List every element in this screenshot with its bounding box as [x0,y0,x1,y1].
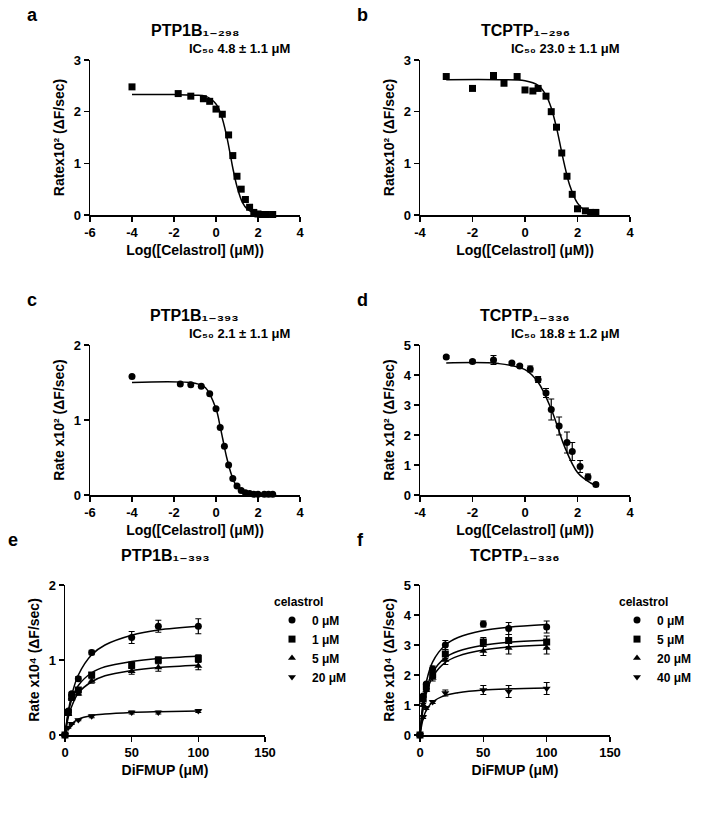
svg-text:Ratex10² (ΔF/sec): Ratex10² (ΔF/sec) [51,79,67,196]
svg-text:IC₅₀ 2.1 ± 1.1 μM: IC₅₀ 2.1 ± 1.1 μM [189,326,290,341]
svg-text:2: 2 [404,428,411,443]
svg-text:1: 1 [74,413,81,428]
svg-text:4: 4 [404,368,412,383]
svg-text:-4: -4 [414,505,426,520]
svg-text:e: e [8,530,18,550]
svg-text:Rate x10² (ΔF/sec): Rate x10² (ΔF/sec) [381,359,397,480]
svg-text:DiFMUP (μM): DiFMUP (μM) [472,762,559,778]
svg-text:0: 0 [416,745,423,760]
svg-text:100: 100 [187,745,209,760]
svg-text:PTP1B₁₋₃₉₃: PTP1B₁₋₃₉₃ [121,547,210,564]
svg-text:2: 2 [404,668,411,683]
svg-text:0: 0 [521,505,528,520]
svg-text:3: 3 [74,53,81,68]
svg-text:1: 1 [404,458,411,473]
svg-text:40 μM: 40 μM [657,671,691,685]
svg-text:TCPTP₁₋₃₃₆: TCPTP₁₋₃₃₆ [470,547,560,564]
svg-text:Rate x10⁴ (ΔF/sec): Rate x10⁴ (ΔF/sec) [381,598,397,722]
svg-text:-2: -2 [467,225,479,240]
svg-text:5 μM: 5 μM [657,633,684,647]
svg-text:IC₅₀ 23.0 ± 1.1 μM: IC₅₀ 23.0 ± 1.1 μM [511,41,620,56]
svg-text:5: 5 [404,578,411,593]
svg-text:1: 1 [74,156,81,171]
svg-text:20 μM: 20 μM [312,671,346,685]
svg-text:Log([Celastrol] (μM)): Log([Celastrol] (μM)) [126,242,264,258]
svg-text:50: 50 [476,745,490,760]
svg-text:0: 0 [61,745,68,760]
svg-text:5: 5 [404,338,411,353]
svg-text:2: 2 [404,104,411,119]
svg-text:3: 3 [404,398,411,413]
svg-text:150: 150 [599,745,621,760]
svg-text:0: 0 [521,225,528,240]
svg-text:4: 4 [626,505,634,520]
svg-text:4: 4 [296,225,304,240]
svg-text:1: 1 [404,156,411,171]
svg-text:celastrol: celastrol [619,595,668,609]
svg-text:50: 50 [124,745,138,760]
svg-text:Rate x10⁴ (ΔF/sec): Rate x10⁴ (ΔF/sec) [26,598,42,722]
svg-text:Ratex10² (ΔF/sec): Ratex10² (ΔF/sec) [381,79,397,196]
svg-text:1 μM: 1 μM [312,633,339,647]
svg-text:4: 4 [404,608,412,623]
svg-text:0 μM: 0 μM [312,614,339,628]
svg-text:0: 0 [74,208,81,223]
svg-text:2: 2 [254,225,261,240]
svg-text:PTP1B₁₋₃₉₃: PTP1B₁₋₃₉₃ [150,307,239,324]
svg-text:3: 3 [404,638,411,653]
svg-text:Log([Celastrol] (μM)): Log([Celastrol] (μM)) [126,522,264,538]
svg-text:PTP1B₁₋₂₉₈: PTP1B₁₋₂₉₈ [151,22,239,39]
svg-text:-4: -4 [414,225,426,240]
svg-text:5 μM: 5 μM [312,652,339,666]
svg-text:IC₅₀ 4.8 ± 1.1 μM: IC₅₀ 4.8 ± 1.1 μM [189,41,290,56]
svg-text:-4: -4 [126,505,138,520]
svg-text:100: 100 [536,745,558,760]
svg-text:TCPTP₁₋₂₉₆: TCPTP₁₋₂₉₆ [481,22,570,39]
svg-text:a: a [27,5,38,25]
svg-text:-2: -2 [467,505,479,520]
svg-text:3: 3 [404,53,411,68]
svg-text:2: 2 [574,225,581,240]
svg-text:-6: -6 [84,505,96,520]
svg-text:0: 0 [404,728,411,743]
svg-text:2: 2 [49,578,56,593]
svg-text:Log([Celastrol] (μM)): Log([Celastrol] (μM)) [456,522,594,538]
svg-text:0 μM: 0 μM [657,614,684,628]
svg-text:2: 2 [74,104,81,119]
svg-text:1: 1 [49,653,56,668]
svg-text:-4: -4 [126,225,138,240]
svg-text:4: 4 [296,505,304,520]
svg-text:20 μM: 20 μM [657,652,691,666]
svg-text:0: 0 [49,728,56,743]
svg-text:Rate x10² (ΔF/sec): Rate x10² (ΔF/sec) [51,359,67,480]
svg-text:0: 0 [404,208,411,223]
svg-text:0: 0 [404,488,411,503]
svg-text:1: 1 [404,698,411,713]
svg-text:2: 2 [574,505,581,520]
svg-text:IC₅₀ 18.8 ± 1.2 μM: IC₅₀ 18.8 ± 1.2 μM [511,326,620,341]
svg-text:-6: -6 [84,225,96,240]
svg-text:f: f [357,530,364,550]
svg-text:DiFMUP (μM): DiFMUP (μM) [122,762,209,778]
svg-text:0: 0 [74,488,81,503]
svg-text:4: 4 [626,225,634,240]
svg-text:c: c [27,290,37,310]
svg-text:celastrol: celastrol [274,595,323,609]
svg-text:-2: -2 [168,505,180,520]
svg-text:150: 150 [254,745,276,760]
svg-text:d: d [357,290,368,310]
svg-text:-2: -2 [168,225,180,240]
svg-text:TCPTP₁₋₃₃₆: TCPTP₁₋₃₃₆ [480,307,570,324]
svg-text:2: 2 [74,338,81,353]
svg-text:0: 0 [212,225,219,240]
svg-text:0: 0 [212,505,219,520]
svg-text:Log([Celastrol] (μM)): Log([Celastrol] (μM)) [456,242,594,258]
svg-text:2: 2 [254,505,261,520]
svg-text:b: b [357,5,368,25]
